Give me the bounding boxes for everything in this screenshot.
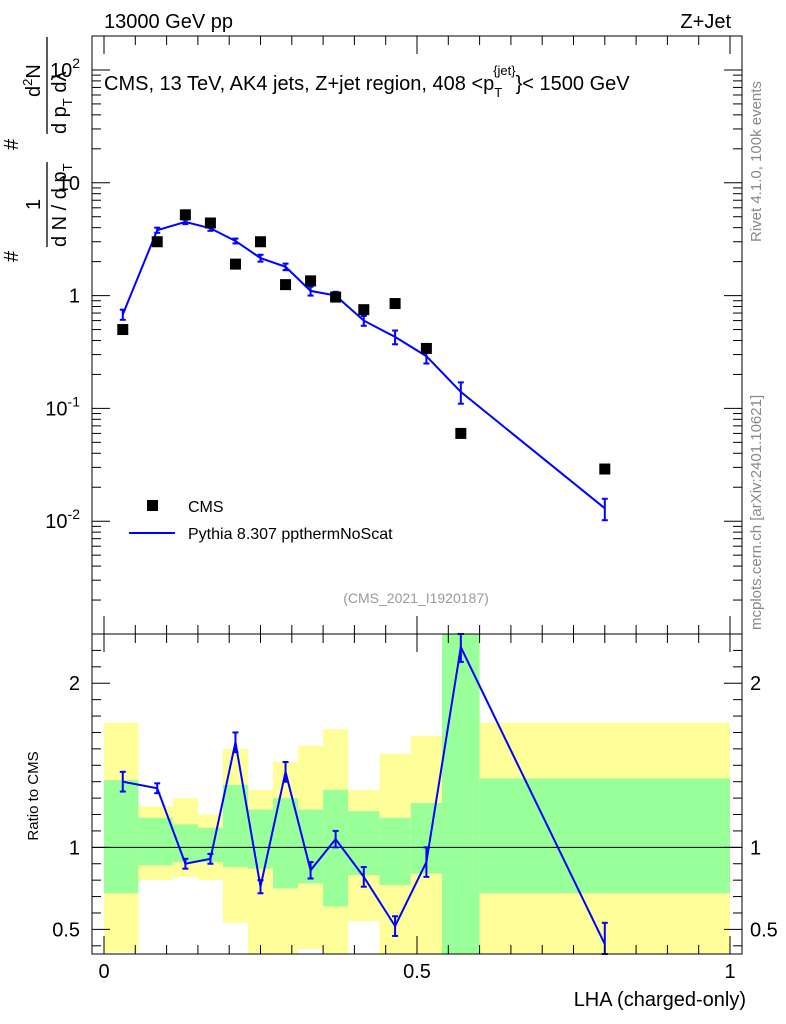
cms-data-point [229,258,241,270]
x-ticklabel: 0 [98,961,109,983]
header-right: Z+Jet [680,11,731,33]
ratio-plot-frame [91,633,743,955]
ylabel-denominator-1: d N / d pT [49,163,75,247]
green-band-bin [172,824,198,863]
green-band-bin [348,811,380,876]
pythia-line [121,220,606,510]
ylabel-n2: d [23,86,45,97]
x-axis-label: LHA (charged-only) [574,989,746,1011]
main-title-suffix: }< 1500 GeV [516,73,631,95]
main-title-sub: T [494,85,502,100]
cms-data-point [358,304,370,316]
cms-data-point [599,463,611,475]
ylabel-numerator-2: d2N [20,64,45,97]
cms-data-point [255,236,266,248]
ylabel-d2b: dλ [49,72,71,99]
main-y-ticklabel: 10-2 [45,506,80,533]
green-band-bin [138,817,173,866]
main-y-ticklabel: 1 [69,286,80,308]
green-band-bin [442,634,480,954]
green-band-bin [479,778,730,894]
ratio-y-ticklabel-right: 0.5 [750,919,778,941]
main-y-ticklabels: 10-2 10-1 1 10 102 [45,55,80,533]
cms-data-point [455,427,467,439]
green-band-bin [222,784,248,868]
cms-data-point [280,279,292,291]
ylabel-denominator-2: d pT dλ [49,72,75,134]
main-y-ticklabel: 102 [50,55,80,82]
cms-data-point [330,291,342,303]
mcplots-label: mcplots.cern.ch [arXiv:2401.10621] [748,395,765,630]
cms-data-point [420,342,432,354]
green-band-bin [379,817,411,886]
main-title-sup: {jet} [493,63,516,78]
legend: CMS Pythia 8.307 ppthermNoScat [129,499,393,543]
main-y-label: # 1 d N / d pT # d2N d pT dλ [1,37,75,262]
cms-data-point [151,236,163,248]
cms-data-point [179,209,191,221]
rivet-label: Rivet 4.1.0, 100k events [748,81,765,242]
ylabel-d1: d N / d p [49,171,71,247]
x-ticklabel: 0.5 [403,961,431,983]
main-series [117,209,611,522]
main-y-ticklabel: 10-1 [45,393,80,420]
ratio-panel: 0.5 0.5 1 1 2 2 0 0.5 1 Ratio to CMS LHA (charge… [25,633,778,1011]
ratio-y-ticklabel-left: 0.5 [52,919,80,941]
main-title: CMS, 13 TeV, AK4 jets, Z+jet region, 408… [104,63,630,100]
main-plot-frame [91,35,743,635]
analysis-watermark: (CMS_2021_I1920187) [343,590,489,606]
main-title-prefix: CMS, 13 TeV, AK4 jets, Z+jet region, 408… [104,73,494,95]
cms-data-point [389,298,401,310]
ylabel-hash-2: # [1,138,23,150]
legend-cms-marker [147,500,158,511]
ylabel-n2b: N [23,64,45,78]
legend-cms-label: CMS [188,499,224,516]
ratio-y-label: Ratio to CMS [25,751,42,840]
ratio-y-ticklabel-right: 1 [750,837,761,859]
green-band-bin [104,780,139,894]
main-y-ticks [92,35,742,635]
ylabel-d2-sub: T [60,98,75,106]
x-ticklabel: 1 [724,961,735,983]
cms-data-point [305,275,317,287]
ratio-ticklabels: 0.5 0.5 1 1 2 2 0 0.5 1 [52,673,778,983]
cms-data-point [204,217,216,229]
ratio-line [122,643,606,945]
ylabel-d2: d p [49,106,71,134]
ratio-y-ticklabel-left: 2 [69,673,80,695]
ylabel-numerator-1: 1 [23,199,45,210]
ratio-y-ticklabel-right: 2 [750,673,761,695]
main-panel: 10-2 10-1 1 10 102 CMS, 13 TeV, AK4 jets, Z+… [1,35,743,635]
ratio-uncertainty-bands [104,634,730,954]
ylabel-hash-1: # [1,250,23,262]
ratio-ticks [92,633,742,954]
ylabel-n2-sup: 2 [20,79,35,86]
ratio-y-ticklabel-left: 1 [69,837,80,859]
ylabel-d1-sub: T [60,163,75,171]
ratio-series [119,633,608,955]
legend-pythia-label: Pythia 8.307 ppthermNoScat [188,526,393,543]
cms-data-point [117,324,129,336]
header-left: 13000 GeV pp [104,11,233,33]
main-y-ticklabel: 10 [58,173,80,195]
